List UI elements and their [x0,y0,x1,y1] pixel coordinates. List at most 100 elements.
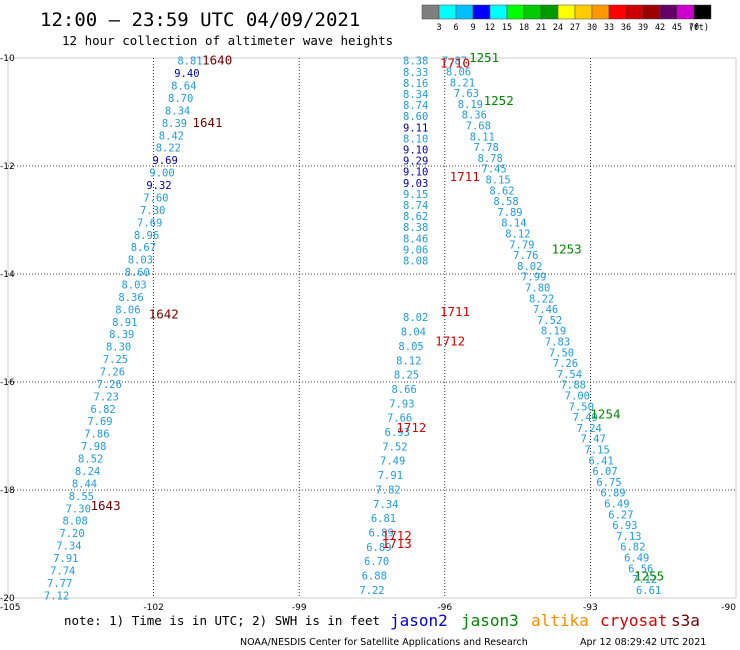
wave-height-value: 7.49 [573,412,598,424]
wave-height-value: 7.45 [481,164,506,176]
wave-height-value: 7.23 [94,391,119,403]
wave-height-value: 8.08 [63,516,88,528]
pass-time-label: 1253 [552,242,582,257]
x-tick-label: -102 [143,603,163,613]
wave-height-value: 6.41 [588,455,613,467]
legend-swatch [506,4,525,20]
wave-height-value: 9.06 [403,244,428,256]
legend-label: 70 [689,23,699,33]
wave-height-value: 7.68 [466,121,491,133]
wave-height-value: 8.02 [517,261,542,273]
wave-height-value: 8.03 [121,279,146,291]
wave-height-value: 7.78 [474,142,499,154]
x-axis: -105 -102 -99 -96 -93 -90 [0,603,736,613]
satellite-jason2: jason2 [390,611,448,630]
legend-label: 45 [672,23,682,33]
wave-height-value: 8.36 [118,292,143,304]
wave-height-value: 7.13 [616,531,641,543]
wave-height-value: 7.79 [509,239,534,251]
wave-height-value: 6.93 [612,520,637,532]
wave-height-value: 7.50 [569,401,594,413]
legend-label: 6 [453,23,458,33]
chart-title: 12:00 – 23:59 UTC 04/09/2021 [40,9,360,31]
data-points: 8.819.408.648.708.348.398.428.229.699.00… [44,56,661,603]
wave-height-value: 7.77 [47,578,72,590]
legend-swatch [523,4,542,20]
wave-height-value: 8.34 [403,89,428,101]
color-legend: 3 6 9 12 15 18 21 24 27 30 33 36 39 42 45 70(ft) [421,4,712,33]
wave-height-value: 7.89 [497,207,522,219]
wave-height-value: 7.49 [380,456,405,468]
wave-height-value: 7.69 [137,217,162,229]
wave-height-value: 8.38 [403,222,428,234]
wave-height-value: 7.12 [632,574,657,586]
wave-height-value: 8.78 [478,153,503,165]
legend-swatch [455,4,474,20]
wave-height-value: 8.03 [128,255,153,267]
x-tick-label: -93 [583,603,598,613]
pass-time-label: 1712 [396,420,426,435]
wave-height-value: 6.70 [364,556,389,568]
wave-height-value: 8.60 [403,111,428,123]
wave-height-value: 8.64 [171,81,196,93]
legend-label: 24 [553,23,563,33]
pass-time-label: 1255 [634,568,664,583]
wave-height-value: 7.98 [81,441,106,453]
wave-height-value: 8.81 [177,56,202,68]
wave-height-value: 9.03 [403,178,428,190]
x-tick-label: -90 [721,603,736,613]
wave-height-value: 8.19 [541,326,566,338]
wave-height-value: 6.75 [596,477,621,489]
wave-height-value: 6.89 [369,527,394,539]
wave-height-value: 8.58 [493,196,518,208]
wave-height-value: 8.74 [403,100,428,112]
wave-height-value: 8.52 [78,454,103,466]
wave-height-value: 8.44 [72,478,97,490]
wave-height-value: 8.05 [398,341,423,353]
pass-time-label: 1712 [382,528,412,543]
legend-swatch [625,4,644,20]
legend-unit: (ft) [689,23,709,33]
wave-height-value: 7.54 [557,369,582,381]
wave-height-value: 6.56 [628,563,653,575]
wave-height-value: 7.91 [53,553,78,565]
wave-height-value: 8.06 [115,304,140,316]
wave-height-value: 6.81 [371,513,396,525]
wave-height-value: 6.82 [620,542,645,554]
wave-height-value: 8.22 [529,293,554,305]
y-axis: -10 -12 -14 -16 -18 -20 [0,54,15,604]
legend-swatch [421,4,440,20]
wave-height-value: 8.06 [446,67,471,79]
satellite-legend: jason2 jason3 altika cryosat s3a [390,611,700,630]
wave-height-value: 9.10 [403,145,428,157]
credit-line: NOAA/NESDIS Center for Satellite Applica… [240,637,528,648]
legend-swatch [438,4,457,20]
wave-height-value: 8.12 [396,355,421,367]
wave-height-value: 7.82 [375,484,400,496]
legend-label: 33 [604,23,614,33]
wave-height-value: 6.89 [600,488,625,500]
legend-label: 36 [621,23,631,33]
legend-swatch [540,4,559,20]
legend-swatch [472,4,491,20]
wave-height-value: 9.29 [403,156,428,168]
wave-height-value: 7.46 [533,304,558,316]
wave-height-value: 8.15 [485,175,510,187]
wave-height-value: 8.33 [403,67,428,79]
pass-time-label: 1711 [440,304,470,319]
footnote: note: 1) Time is in UTC; 2) SWH is in fe… [64,613,380,628]
wave-height-value: 8.46 [403,233,428,245]
wave-height-value: 7.50 [549,347,574,359]
wave-height-value: 8.66 [392,384,417,396]
satellite-jason3: jason3 [461,611,519,630]
legend-swatch [489,4,508,20]
wave-height-value: 7.80 [525,283,550,295]
plot-area [7,57,737,599]
wave-height-value: 9.40 [174,68,199,80]
wave-height-value: 8.12 [505,229,530,241]
legend-label: 9 [470,23,475,33]
wave-height-value: 6.93 [385,427,410,439]
wave-height-value: 8.74 [403,200,428,212]
y-tick-label: -10 [0,54,15,64]
wave-height-value: 8.67 [131,242,156,254]
